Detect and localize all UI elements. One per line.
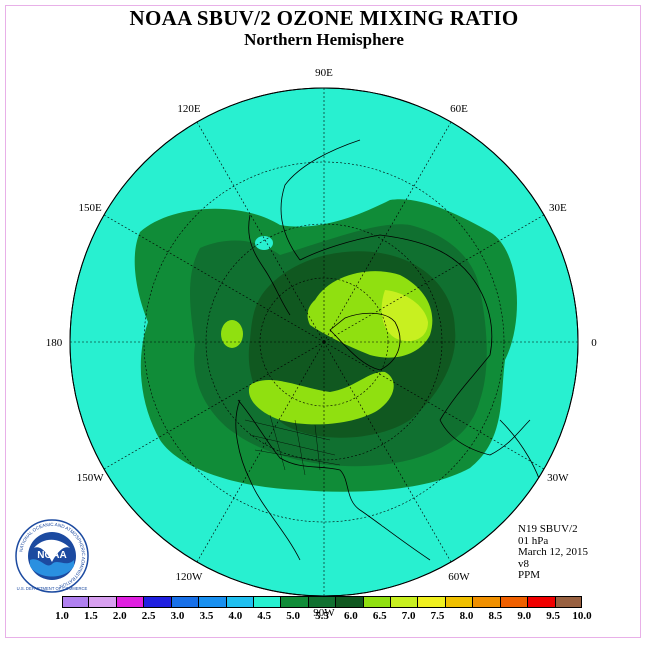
coast-eurasia [280, 139, 493, 421]
units-label: PPM [518, 569, 541, 582]
instrument-label: N19 SBUV/2 [518, 523, 578, 535]
logo-center-text: NOAA [37, 550, 66, 561]
plot-frame [5, 5, 641, 638]
colorbar-cell [336, 596, 364, 608]
colorbar-tick-label: 4.5 [257, 610, 272, 622]
colorbar-tick-label: 6.5 [372, 610, 387, 622]
date-label: March 12, 2015 [518, 546, 588, 559]
colorbar-tick-label: 5.5 [315, 610, 329, 622]
coast-europe [439, 419, 531, 456]
colorbar-cell [528, 596, 556, 608]
contour-7.0 [381, 290, 428, 342]
colorbar-cell [555, 596, 583, 608]
colorbar-cell [171, 596, 200, 608]
longitude-label: 120W [176, 571, 204, 583]
colorbar-tick-label: 6.0 [344, 610, 358, 622]
longitude-label: 150W [77, 472, 105, 484]
coast-asia-east [248, 214, 291, 316]
colorbar-cell [363, 596, 392, 608]
map-title: NOAA SBUV/2 OZONE MIXING RATIO [129, 6, 519, 30]
us-state-grid [244, 414, 341, 476]
longitude-label: 60E [450, 103, 468, 115]
colorbar-cell [445, 596, 474, 608]
colorbar-cell [62, 596, 90, 608]
colorbar-tick-label: 9.5 [546, 610, 560, 622]
colorbar-ticks: 1.0 1.5 2.0 2.5 3.0 3.5 4.0 4.5 5.0 5.5 6.0 6.5 7.0 7… [55, 610, 592, 624]
colorbar-tick-label: 1.0 [55, 610, 69, 622]
longitude-label: 30W [547, 472, 569, 484]
longitude-label: 120E [177, 103, 201, 115]
colorbar-cell [308, 596, 337, 608]
contour-6.5-b [248, 371, 394, 425]
colorbar-cell [144, 596, 172, 608]
longitude-label: 30E [549, 202, 567, 214]
colorbar-cell [89, 596, 117, 608]
colorbar-cell [418, 596, 446, 608]
longitude-label: 180 [46, 337, 63, 349]
coast-greenland [329, 312, 401, 371]
colorbar-tick-label: 5.0 [286, 610, 300, 622]
longitude-label: 90E [315, 67, 333, 79]
colorbar-tick-label: 9.0 [517, 610, 532, 622]
contour-4.5-dot [255, 236, 273, 250]
colorbar-cell [226, 596, 254, 608]
info-panel: N19 SBUV/2 01 hPa March 12, 2015 v8 PPM [518, 523, 588, 582]
noaa-logo: NOAA NATIONAL OCEANIC AND ATMOSPHERIC AD… [15, 519, 89, 593]
longitude-label: 60W [448, 571, 470, 583]
colorbar-tick-label: 8.5 [488, 610, 503, 622]
colorbar-tick-label: 3.0 [170, 610, 185, 622]
colorbar-cell [253, 596, 282, 608]
level-label: 01 hPa [518, 534, 549, 547]
contour-6.5-c [221, 320, 243, 348]
colorbar-cell [199, 596, 227, 608]
colorbar [62, 596, 583, 608]
colorbar-cell [391, 596, 419, 608]
colorbar-tick-label: 4.0 [228, 610, 243, 622]
coast-north-america [235, 399, 431, 561]
colorbar-tick-label: 1.5 [84, 610, 98, 622]
colorbar-tick-label: 2.0 [112, 610, 127, 622]
colorbar-cell [281, 596, 309, 608]
logo-bottom-text: U.S. DEPARTMENT OF COMMERCE [17, 586, 88, 591]
colorbar-cell [500, 596, 529, 608]
colorbar-tick-label: 3.5 [199, 610, 214, 622]
colorbar-tick-label: 2.5 [141, 610, 156, 622]
map-subtitle: Northern Hemisphere [244, 30, 404, 49]
colorbar-tick-label: 10.0 [572, 610, 592, 622]
colorbar-cell [473, 596, 501, 608]
colorbar-cell [116, 596, 145, 608]
colorbar-tick-label: 7.0 [401, 610, 416, 622]
version-label: v8 [518, 557, 529, 570]
longitude-label: 0 [591, 337, 597, 349]
longitude-label: 150E [79, 202, 103, 214]
colorbar-tick-label: 8.0 [459, 610, 474, 622]
colorbar-tick-label: 7.5 [430, 610, 445, 622]
longitude-label: 90W [313, 607, 335, 619]
